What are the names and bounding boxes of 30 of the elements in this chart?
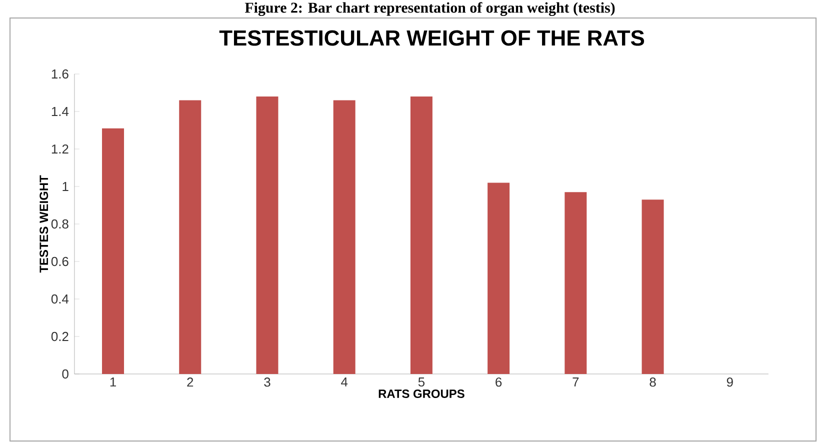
chart-title: TESTESTICULAR WEIGHT OF THE RATS xyxy=(219,30,644,46)
y-tick-label: 0.8 xyxy=(51,219,68,229)
x-tick-label: 9 xyxy=(726,378,733,387)
x-tick-label: 5 xyxy=(418,378,425,387)
y-tick-label: 0.2 xyxy=(51,332,68,342)
bar xyxy=(564,192,587,374)
y-axis-title: TESTES WEIGHT xyxy=(40,175,48,273)
y-tick-label: 0.4 xyxy=(51,294,69,304)
y-tick-label: 1.2 xyxy=(52,144,68,154)
y-tick-label: 1 xyxy=(62,182,68,191)
x-axis-title: RATS GROUPS xyxy=(378,390,464,398)
y-tick-label: 1.6 xyxy=(52,69,68,79)
x-tick-label: 2 xyxy=(187,378,194,387)
x-tick-label: 3 xyxy=(264,378,270,387)
x-tick-label: 7 xyxy=(572,378,579,386)
bar xyxy=(333,100,356,374)
bar xyxy=(179,100,202,374)
x-tick-label: 6 xyxy=(496,378,502,387)
bar xyxy=(256,96,278,374)
caption: Figure 2: Bar chart representation of organ weight (testis) xyxy=(244,2,615,16)
bar xyxy=(642,200,664,374)
bar xyxy=(410,96,432,374)
x-tick-label: 4 xyxy=(341,378,348,386)
y-tick-label: 0.6 xyxy=(51,256,68,266)
x-tick-label: 8 xyxy=(650,378,656,387)
y-tick-label: 1.4 xyxy=(52,107,69,116)
bar xyxy=(102,128,124,374)
x-tick-label: 1 xyxy=(110,378,116,386)
bar xyxy=(488,182,510,374)
y-tick-label: 0 xyxy=(62,369,68,379)
